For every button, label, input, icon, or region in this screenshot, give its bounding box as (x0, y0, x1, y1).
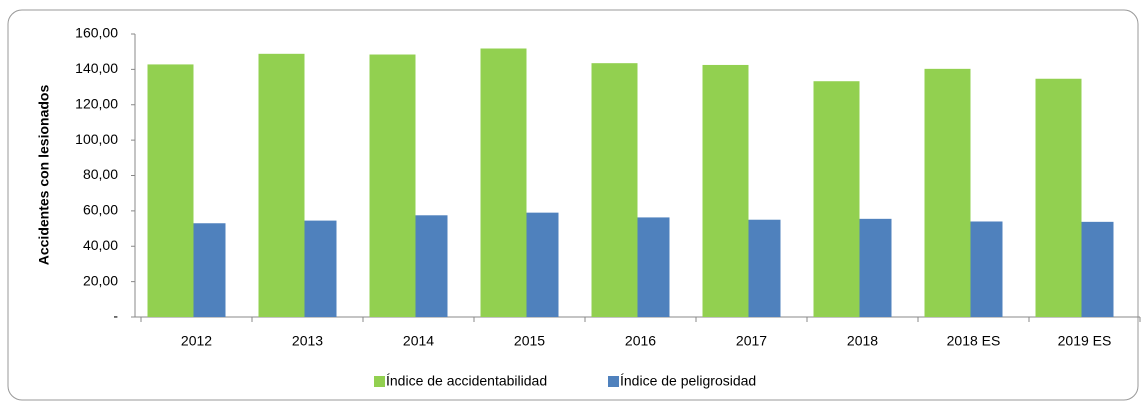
bar (147, 64, 194, 317)
bar (748, 219, 781, 317)
bar (304, 220, 337, 317)
bar (859, 218, 892, 317)
x-tick-label: 2014 (403, 333, 434, 349)
y-tick-label: 60,00 (83, 202, 118, 218)
x-tick-label: 2019 ES (1058, 333, 1112, 349)
bar (258, 53, 305, 318)
x-tick-label: 2013 (292, 333, 323, 349)
bar (480, 48, 527, 317)
x-tick-label: 2018 (847, 333, 878, 349)
legend-swatch (608, 376, 619, 387)
y-tick-label: 40,00 (83, 237, 118, 253)
bar (415, 215, 448, 317)
bar (970, 221, 1003, 317)
y-axis-label: Accidentes con lesionados (36, 85, 52, 266)
y-tick-label: 80,00 (83, 166, 118, 182)
y-tick-label: 20,00 (83, 272, 118, 288)
x-tick-label: 2016 (625, 333, 656, 349)
y-tick-label: - (113, 308, 118, 324)
legend-swatch (374, 376, 385, 387)
x-tick-label: 2012 (181, 333, 212, 349)
bar (702, 64, 749, 317)
y-tick-label: 100,00 (75, 131, 118, 147)
legend-label: Índice de peligrosidad (620, 373, 756, 389)
bar (526, 212, 559, 317)
bar (813, 81, 860, 318)
y-tick-label: 120,00 (75, 95, 118, 111)
y-tick-label: 140,00 (75, 60, 118, 76)
y-tick-label: 160,00 (75, 25, 118, 41)
x-tick-label: 2015 (514, 333, 545, 349)
bar (637, 217, 670, 317)
bar (369, 54, 416, 318)
x-tick-label: 2017 (736, 333, 767, 349)
bar (591, 63, 638, 318)
bar (1035, 78, 1082, 317)
legend-label: Índice de accidentabilidad (386, 373, 547, 389)
bar (924, 68, 971, 317)
bar (1081, 221, 1114, 317)
bar (193, 223, 226, 317)
x-tick-label: 2018 ES (947, 333, 1001, 349)
